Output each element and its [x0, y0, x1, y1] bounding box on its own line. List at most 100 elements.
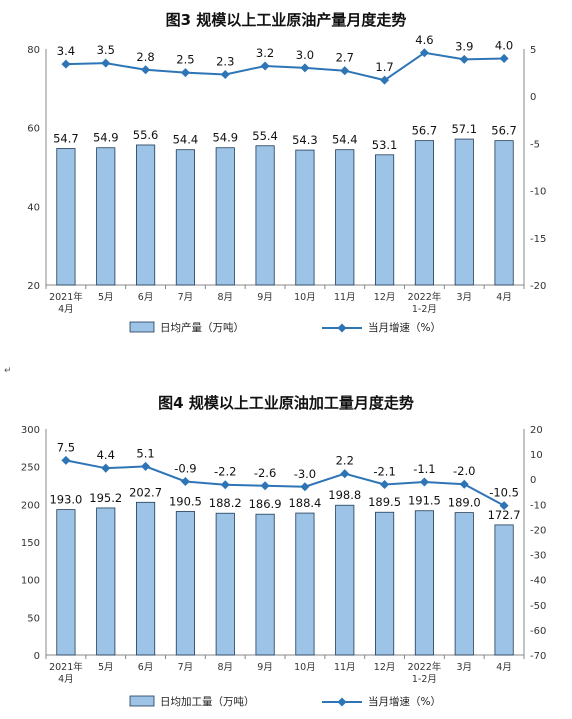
line-data-label: 2.2: [336, 454, 354, 468]
line-point: [300, 63, 310, 73]
line-data-label: 5.1: [136, 446, 154, 460]
left-tick-label: 40: [27, 202, 40, 213]
right-tick-label: -10: [530, 500, 546, 511]
growth-line: [65, 51, 505, 82]
bar-data-label: 56.7: [491, 124, 517, 138]
line-point: [260, 61, 270, 71]
line-data-label: -10.5: [489, 486, 519, 500]
x-tick-label: 6月: [138, 292, 154, 303]
line-data-label: 2.5: [176, 53, 194, 67]
line-data-label: -2.6: [254, 466, 276, 480]
bar-data-label: 54.9: [212, 131, 238, 145]
bar: [56, 509, 76, 656]
legend-line-label: 当月增速（%）: [368, 321, 441, 334]
bar: [255, 513, 275, 656]
line-data-label: -0.9: [174, 461, 196, 475]
right-tick-label: -20: [530, 281, 546, 292]
x-tick-label: 4月: [496, 662, 512, 673]
bar: [335, 149, 355, 286]
x-tick-label: 7月: [178, 292, 194, 303]
right-tick-label: -10: [530, 187, 546, 198]
bar-data-label: 56.7: [412, 124, 438, 138]
x-tick-label: 9月: [257, 292, 273, 303]
bar-data-label: 195.2: [89, 491, 122, 505]
bar-data-label: 202.7: [129, 485, 162, 499]
line-point: [61, 59, 71, 69]
bar-data-label: 55.6: [133, 128, 159, 142]
bar: [175, 511, 195, 656]
bar-data-label: 55.4: [252, 129, 278, 143]
line-data-label: 2.3: [216, 54, 234, 68]
line-point: [180, 476, 190, 487]
legend-line-label: 当月增速（%）: [368, 695, 441, 708]
line-point: [220, 480, 230, 490]
line-point: [499, 53, 509, 63]
legend-bar-swatch: [129, 321, 155, 333]
bar: [375, 154, 395, 286]
line-point: [380, 479, 390, 490]
x-tick-label: 8月: [217, 292, 233, 303]
bar: [414, 140, 434, 286]
left-tick-label: 0: [34, 651, 40, 662]
line-data-label: 3.9: [455, 39, 473, 53]
bar-data-label: 189.0: [448, 496, 481, 510]
right-tick-label: -70: [530, 651, 546, 662]
line-point: [419, 477, 429, 487]
line-point: [101, 463, 111, 473]
bar: [295, 512, 315, 656]
left-tick-label: 250: [21, 463, 40, 474]
chart1-title: 图3 规模以上工业原油产量月度走势: [165, 11, 407, 29]
bar: [414, 510, 434, 656]
left-tick-label: 300: [21, 425, 40, 436]
right-tick-label: -30: [530, 551, 546, 562]
left-tick-label: 50: [27, 613, 40, 624]
line-data-label: 2.7: [336, 51, 354, 65]
x-tick-label: 2022年: [408, 661, 442, 673]
bar-data-label: 54.3: [292, 133, 318, 147]
bar: [375, 511, 395, 656]
paragraph-mark: ↵: [4, 366, 12, 376]
x-tick-label: 4月: [58, 674, 74, 685]
x-tick-label: 1-2月: [412, 304, 437, 315]
x-tick-label: 5月: [98, 292, 114, 303]
legend-bar-swatch: [129, 695, 155, 707]
x-tick-label: 2021年: [49, 661, 83, 673]
right-tick-label: -15: [530, 234, 546, 245]
x-tick-label: 2021年: [49, 291, 83, 303]
chart2-title: 图4 规模以上工业原油加工量月度走势: [158, 394, 414, 412]
line-data-label: 3.4: [57, 44, 75, 58]
right-tick-label: -20: [530, 525, 546, 536]
bar: [295, 149, 315, 286]
x-tick-label: 1-2月: [412, 674, 437, 685]
right-tick-label: -60: [530, 626, 546, 637]
x-tick-label: 12月: [374, 292, 396, 303]
bar: [56, 148, 76, 286]
line-data-label: 3.5: [97, 43, 115, 57]
line-data-label: 7.5: [57, 440, 75, 454]
bar: [96, 147, 116, 286]
bar: [215, 512, 235, 656]
right-tick-label: -40: [530, 576, 546, 587]
line-point: [260, 481, 270, 491]
bar-data-label: 198.8: [328, 488, 361, 502]
x-tick-label: 5月: [98, 662, 114, 673]
bar-data-label: 188.4: [288, 496, 321, 510]
right-tick-label: -5: [530, 139, 540, 150]
line-data-label: -2.1: [373, 464, 395, 478]
bar-data-label: 172.7: [488, 508, 521, 522]
right-tick-label: 10: [530, 450, 543, 461]
x-tick-label: 12月: [374, 662, 396, 673]
bar-data-label: 190.5: [169, 494, 202, 508]
x-tick-label: 3月: [456, 662, 472, 673]
bar-data-label: 57.1: [451, 122, 477, 136]
line-point: [459, 479, 469, 489]
line-data-label: 1.7: [375, 60, 393, 74]
x-tick-label: 11月: [334, 662, 356, 673]
line-point: [220, 69, 230, 80]
legend-bar-label: 日均加工量（万吨）: [160, 695, 255, 708]
bar-data-label: 186.9: [249, 497, 282, 511]
x-tick-label: 2022年: [408, 291, 442, 303]
line-data-label: -3.0: [294, 467, 316, 481]
bar-data-label: 54.4: [173, 133, 199, 147]
